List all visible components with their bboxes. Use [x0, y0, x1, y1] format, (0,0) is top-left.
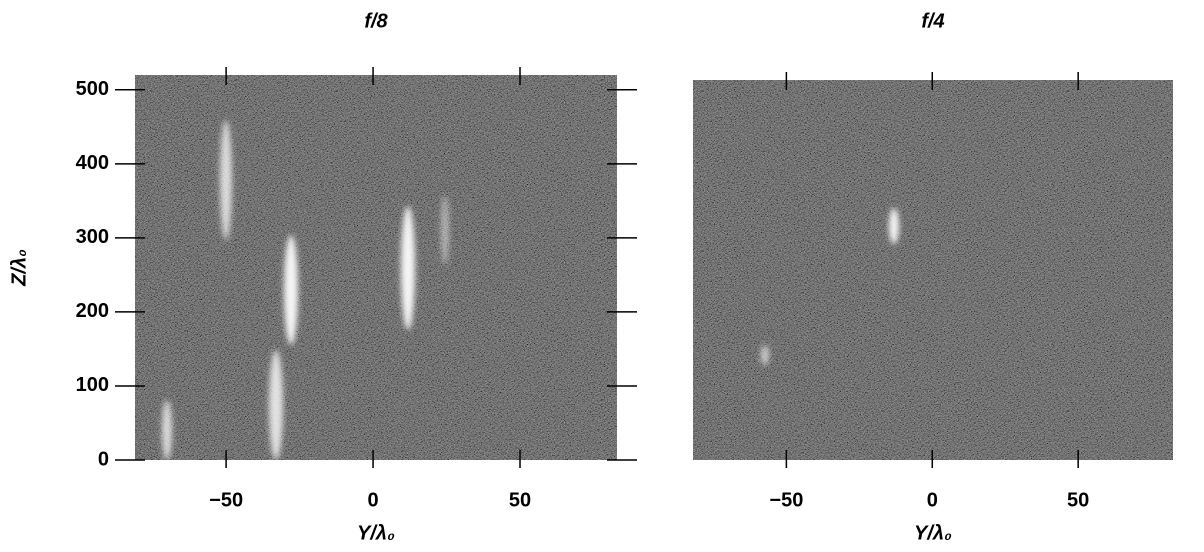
x-axis-label: Y/λ₀ — [914, 522, 952, 544]
y-tick-label: 200 — [76, 300, 109, 322]
x-tick-label: 50 — [1067, 489, 1089, 511]
bright-streaks — [162, 120, 449, 460]
y-tick-label: 100 — [76, 374, 109, 396]
y-tick-label: 300 — [76, 226, 109, 248]
panel-image — [135, 75, 617, 460]
panel-title: f/8 — [364, 10, 388, 32]
x-tick-label: 0 — [367, 489, 378, 511]
y-tick-label: 0 — [98, 448, 109, 470]
x-axis-label: Y/λ₀ — [357, 522, 395, 544]
x-tick-label: 0 — [927, 489, 938, 511]
y-tick-label: 400 — [76, 152, 109, 174]
x-tick-label: −50 — [769, 489, 803, 511]
image-texture — [135, 75, 617, 460]
panel-title: f/4 — [921, 10, 944, 32]
bright-streaks — [761, 208, 899, 365]
panel-image — [693, 80, 1173, 460]
x-tick-label: 50 — [509, 489, 531, 511]
x-tick-label: −50 — [209, 489, 243, 511]
y-axis-label: Z/λ₀ — [8, 249, 30, 287]
image-texture — [693, 80, 1173, 460]
y-tick-label: 500 — [76, 78, 109, 100]
